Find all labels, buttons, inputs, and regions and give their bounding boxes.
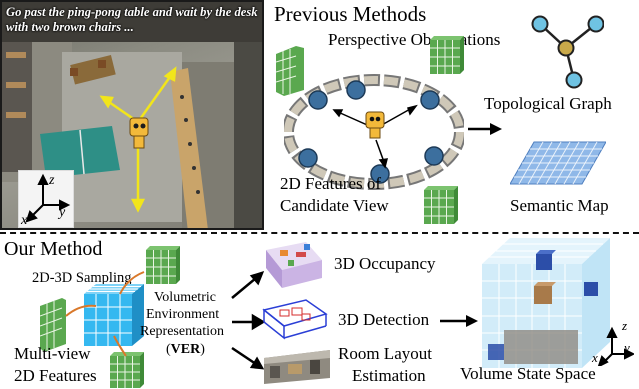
instruction-text: Go past the ping-pong table and wait by … (6, 5, 258, 34)
arrow-to-representations (468, 123, 502, 135)
volume-state-space-label: Volume State Space (460, 364, 596, 383)
ver-label-2: Environment (146, 307, 220, 322)
room-layout-label-1: Room Layout (338, 344, 432, 363)
volume-state-space-graphic (482, 238, 610, 368)
photo-axis-x-label: x (21, 213, 28, 228)
ver-task-arrows (231, 271, 266, 370)
ver-abbreviation: (VER) (166, 342, 205, 358)
topological-graph-label: Topological Graph (484, 94, 612, 113)
volume-axis-y-label: y (624, 340, 630, 355)
semantic-map-icon (510, 141, 606, 185)
topological-graph-icon (531, 15, 604, 89)
previous-methods-title: Previous Methods (274, 2, 427, 26)
photo-axis-indicator: z y x (18, 170, 74, 228)
semantic-map-label: Semantic Map (510, 196, 609, 215)
feature-cube-left (276, 46, 304, 96)
volume-axis-indicator (597, 326, 634, 366)
ver-open-paren: ( (166, 342, 171, 357)
detection-thumbnail (262, 299, 328, 340)
sampling-feature-top (146, 246, 180, 284)
ver-abbr-bold: VER (170, 342, 201, 357)
ver-close-paren: ) (200, 342, 205, 357)
arrow-to-volume (440, 315, 478, 327)
ver-label-3: Representation (140, 324, 224, 339)
features-candidate-label-2: Candidate View (280, 196, 389, 215)
room-layout-label-2: Estimation (352, 366, 426, 385)
detection-label: 3D Detection (338, 310, 430, 329)
robot-scene-photo: Go past the ping-pong table and wait by … (0, 0, 264, 230)
occupancy-label: 3D Occupancy (334, 254, 436, 273)
feature-cube-right (430, 36, 464, 74)
features-candidate-label-1: 2D Features of (280, 174, 382, 193)
our-method-title: Our Method (4, 238, 103, 260)
occupancy-thumbnail (266, 242, 322, 288)
section-divider (0, 232, 639, 234)
panoramic-observations-ring (284, 74, 464, 190)
sampling-volume-graphic (40, 246, 180, 388)
ver-label-1: Volumetric (154, 290, 216, 305)
scene-illustration (2, 2, 262, 228)
room-layout-thumbnail (264, 350, 330, 384)
feature-cube-bottom (424, 186, 458, 224)
photo-axis-y-label: y (59, 205, 66, 220)
photo-axis-z-label: z (49, 173, 55, 188)
volume-axis-z-label: z (622, 318, 628, 333)
sampling-label: 2D-3D Sampling (32, 270, 132, 286)
multiview-label-2: 2D Features (14, 366, 97, 385)
multiview-label-1: Multi-view (14, 344, 91, 363)
perspective-observations-label: Perspective Observations (328, 30, 501, 49)
volume-axis-x-label: x (592, 350, 598, 365)
